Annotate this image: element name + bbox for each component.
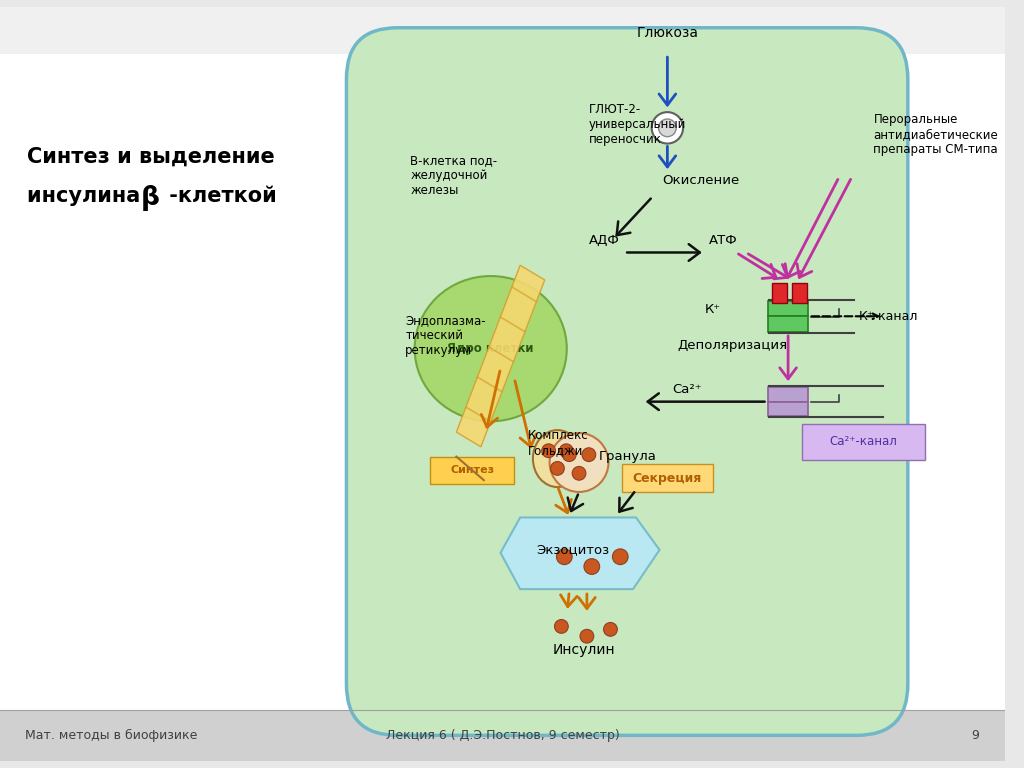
Text: Гранула: Гранула (599, 450, 656, 463)
FancyBboxPatch shape (768, 387, 808, 402)
Text: инсулина: инсулина (28, 187, 156, 207)
Circle shape (551, 462, 564, 475)
FancyBboxPatch shape (772, 283, 787, 303)
Circle shape (582, 448, 596, 462)
Text: АТФ: АТФ (709, 233, 737, 247)
Text: Экзоцитоз: Экзоцитоз (536, 544, 609, 556)
FancyBboxPatch shape (346, 28, 908, 735)
Text: Мат. методы в биофизике: Мат. методы в биофизике (25, 729, 197, 742)
Circle shape (550, 433, 608, 492)
FancyBboxPatch shape (802, 424, 926, 459)
Circle shape (658, 119, 676, 137)
Text: К⁺: К⁺ (705, 303, 721, 316)
Text: АДФ: АДФ (589, 233, 620, 247)
Text: Синтез и выделение: Синтез и выделение (28, 147, 275, 167)
FancyBboxPatch shape (768, 316, 808, 332)
Text: ГЛЮТ-2-
универсальный
переносчик: ГЛЮТ-2- универсальный переносчик (589, 104, 686, 147)
Circle shape (651, 112, 683, 144)
Ellipse shape (415, 276, 566, 422)
Text: Синтез: Синтез (450, 465, 495, 475)
Ellipse shape (532, 430, 582, 487)
FancyBboxPatch shape (0, 710, 1005, 761)
Text: Са²⁺: Са²⁺ (672, 382, 701, 396)
FancyBboxPatch shape (768, 402, 808, 416)
Circle shape (580, 629, 594, 643)
Text: Лекция 6 ( Д.Э.Постнов, 9 семестр): Лекция 6 ( Д.Э.Постнов, 9 семестр) (386, 729, 620, 742)
Text: -клеткой: -клеткой (162, 187, 276, 207)
Text: Окисление: Окисление (663, 174, 739, 187)
FancyBboxPatch shape (792, 283, 807, 303)
Circle shape (584, 558, 600, 574)
Circle shape (559, 444, 573, 458)
Text: Са²⁺-канал: Са²⁺-канал (829, 435, 898, 449)
FancyBboxPatch shape (623, 465, 713, 492)
Text: Глюкоза: Глюкоза (636, 25, 698, 39)
FancyBboxPatch shape (0, 55, 1005, 710)
Circle shape (603, 623, 617, 636)
Text: Ядро клетки: Ядро клетки (447, 343, 534, 355)
Circle shape (542, 444, 555, 458)
FancyBboxPatch shape (768, 300, 808, 316)
FancyBboxPatch shape (0, 7, 1005, 55)
Text: Секреция: Секреция (633, 472, 702, 485)
Circle shape (556, 549, 572, 564)
Text: 9: 9 (972, 729, 980, 742)
Polygon shape (457, 265, 545, 447)
Circle shape (562, 448, 577, 462)
Polygon shape (501, 518, 659, 589)
Text: Эндоплазма-
тический
ретикулум: Эндоплазма- тический ретикулум (406, 314, 486, 357)
Text: Инсулин: Инсулин (553, 643, 615, 657)
Text: Комплекс
Гольджи: Комплекс Гольджи (528, 429, 589, 457)
Circle shape (612, 549, 628, 564)
Circle shape (572, 466, 586, 480)
Text: β: β (140, 185, 159, 211)
Circle shape (555, 620, 568, 634)
FancyBboxPatch shape (430, 457, 514, 484)
Text: Пероральные
антидиабетические
препараты СМ-типа: Пероральные антидиабетические препараты … (873, 113, 998, 156)
Text: В-клетка под-
желудочной
железы: В-клетка под- желудочной железы (411, 154, 498, 197)
Text: Деполяризация: Деполяризация (677, 339, 787, 352)
Text: К⁺-канал: К⁺-канал (859, 310, 919, 323)
